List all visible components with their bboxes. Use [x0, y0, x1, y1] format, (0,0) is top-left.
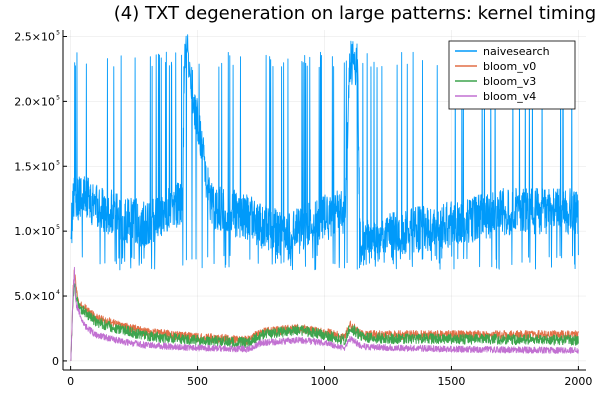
legend-label-bloom_v0: bloom_v0 — [483, 60, 536, 73]
y-tick-exponent: 5 — [56, 29, 60, 36]
y-tick-mantissa: 1.5×10 — [14, 160, 55, 173]
y-tick-mantissa: 0 — [52, 355, 59, 368]
legend-box — [448, 40, 576, 110]
series-lines — [70, 34, 579, 361]
y-tick-label: 2.5×105 — [14, 29, 60, 43]
x-tick-label: 1500 — [437, 375, 465, 388]
y-tick-label: 2.0×105 — [14, 94, 60, 108]
y-tick-mantissa: 2.5×10 — [14, 30, 55, 43]
x-tick-label: 1000 — [311, 375, 339, 388]
y-tick-label: 5.0×104 — [14, 289, 60, 303]
y-tick-mantissa: 5.0×10 — [14, 290, 55, 303]
series-line-bloom_v3 — [70, 282, 579, 361]
y-tick-exponent: 5 — [56, 159, 60, 166]
x-tick-label: 2000 — [564, 375, 592, 388]
y-tick-exponent: 4 — [56, 289, 60, 296]
legend-label-bloom_v4: bloom_v4 — [483, 90, 536, 103]
y-tick-label: 1.0×105 — [14, 224, 60, 238]
y-tick-exponent: 5 — [56, 94, 60, 101]
legend-label-naivesearch: naivesearch — [483, 45, 550, 58]
y-tick-mantissa: 2.0×10 — [14, 95, 55, 108]
series-line-naivesearch — [70, 34, 579, 271]
y-tick-label: 0 — [52, 355, 59, 368]
axes: 0 500 1000 1500 200005.0×1041.0×1051.5×1052.… — [14, 29, 592, 388]
x-tick-label: 0 — [67, 375, 74, 388]
chart-title: (4) TXT degeneration on large patterns: … — [114, 3, 596, 24]
series-line-bloom_v4 — [70, 266, 579, 361]
y-tick-label: 1.5×105 — [14, 159, 60, 173]
y-tick-exponent: 5 — [56, 224, 60, 231]
x-tick-label: 500 — [187, 375, 208, 388]
y-tick-mantissa: 1.0×10 — [14, 225, 55, 238]
legend-label-bloom_v3: bloom_v3 — [483, 75, 536, 88]
legend: naivesearch bloom_v0 bloom_v3 bloom_v4 — [448, 40, 576, 110]
